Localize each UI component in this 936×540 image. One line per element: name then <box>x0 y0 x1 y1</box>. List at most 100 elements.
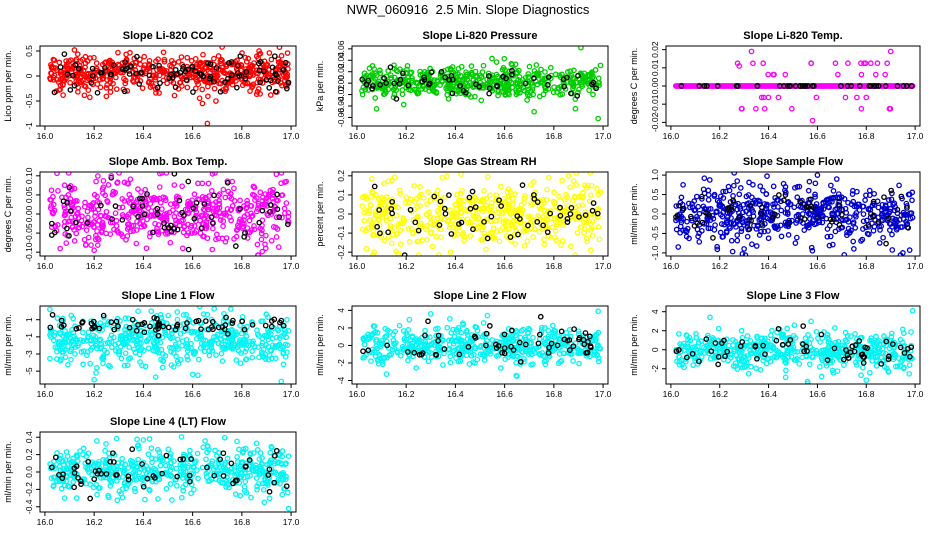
highlight-point <box>448 231 455 237</box>
data-point <box>508 79 515 86</box>
highlight-point <box>870 213 876 220</box>
highlight-point <box>561 336 568 343</box>
data-point <box>447 222 454 228</box>
data-point <box>143 329 150 336</box>
data-point <box>257 225 264 232</box>
data-point <box>50 201 57 208</box>
data-point <box>174 336 181 343</box>
data-point <box>379 211 386 218</box>
highlight-point <box>582 330 589 336</box>
data-point <box>373 336 380 343</box>
data-point <box>192 85 199 92</box>
highlight-point <box>184 320 190 326</box>
data-point <box>180 321 187 327</box>
data-point <box>127 228 134 235</box>
data-point <box>68 356 74 363</box>
highlight-point <box>416 351 423 358</box>
data-point <box>695 339 702 346</box>
data-point <box>714 197 721 204</box>
plot-frame <box>39 305 297 385</box>
data-point <box>56 59 63 66</box>
data-point <box>489 55 495 62</box>
data-point <box>258 236 265 243</box>
data-point <box>705 197 712 203</box>
y-tick-label: 0.10 <box>24 167 34 184</box>
highlight-point <box>839 211 845 218</box>
data-point <box>576 360 582 367</box>
y-tick-label: 0.00 <box>650 77 660 94</box>
highlight-point <box>499 349 505 356</box>
data-point <box>472 345 479 352</box>
data-point <box>177 331 184 337</box>
highlight-point <box>904 205 910 211</box>
data-point <box>137 56 143 63</box>
highlight-point <box>865 222 872 228</box>
data-point <box>808 336 814 343</box>
outlier-point <box>841 251 848 256</box>
data-point <box>816 364 823 370</box>
data-point <box>808 244 815 251</box>
data-point <box>361 218 368 224</box>
points-group <box>47 46 292 126</box>
highlight-point <box>758 210 764 217</box>
highlight-point <box>73 325 80 332</box>
data-point <box>369 63 376 69</box>
data-point <box>841 196 848 202</box>
data-point <box>572 252 579 256</box>
y-axis-label: degrees C per min. <box>3 176 13 253</box>
data-point <box>416 252 422 256</box>
data-point <box>249 354 256 361</box>
data-point <box>765 71 771 78</box>
data-point <box>392 340 399 346</box>
data-point <box>278 180 284 187</box>
data-point <box>253 53 260 60</box>
data-point <box>505 226 512 232</box>
data-point <box>397 352 404 359</box>
data-point <box>72 198 79 204</box>
highlight-point <box>389 210 396 217</box>
data-point <box>75 343 81 349</box>
highlight-point <box>185 178 192 185</box>
data-point <box>528 214 534 220</box>
data-point <box>73 337 79 343</box>
data-point <box>768 332 774 339</box>
data-point <box>699 196 705 202</box>
data-point <box>567 243 574 250</box>
data-point <box>705 225 712 232</box>
data-point <box>893 216 899 223</box>
data-point <box>596 236 603 243</box>
data-point <box>475 214 482 221</box>
highlight-point <box>241 326 248 333</box>
data-point <box>384 354 390 361</box>
highlight-point <box>903 83 910 89</box>
data-point <box>839 206 846 213</box>
highlight-point <box>91 323 98 330</box>
highlight-point <box>590 79 597 86</box>
data-point <box>424 236 430 243</box>
data-point <box>119 196 126 202</box>
data-point <box>489 337 496 343</box>
data-point <box>84 352 90 359</box>
data-point <box>530 84 536 90</box>
data-point <box>673 226 680 233</box>
data-point <box>209 347 216 354</box>
highlight-point <box>486 323 493 329</box>
y-tick-label: 0.02 <box>336 63 346 80</box>
highlight-point <box>137 195 143 202</box>
y-tick-label: -0.04 <box>336 96 346 116</box>
highlight-point <box>525 222 531 229</box>
data-point <box>513 89 520 95</box>
highlight-point <box>696 83 703 89</box>
data-point <box>254 206 261 212</box>
data-point <box>61 212 68 219</box>
data-point <box>207 339 214 346</box>
data-point <box>122 350 129 357</box>
highlight-point <box>871 83 877 89</box>
data-point <box>850 220 857 227</box>
data-point <box>87 360 94 367</box>
data-point <box>269 335 276 342</box>
data-point <box>516 205 523 212</box>
data-point <box>164 80 171 87</box>
data-point <box>163 68 170 74</box>
